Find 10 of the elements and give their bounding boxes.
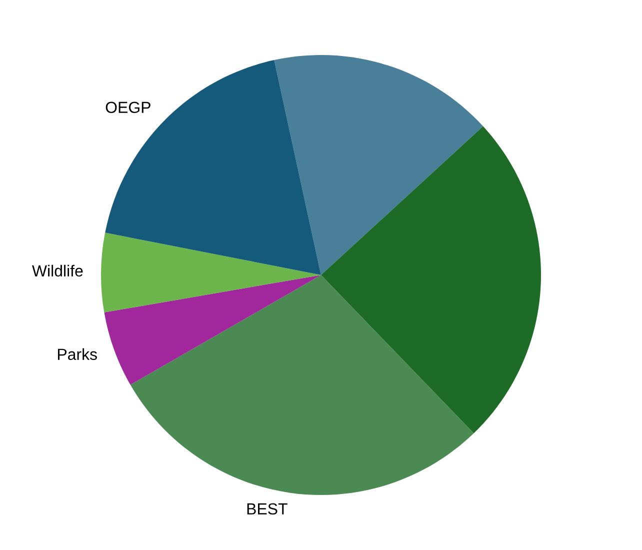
pie-slice [104, 275, 321, 385]
pie-slice [274, 55, 484, 275]
pie-slice [321, 126, 541, 434]
pie-slice [101, 232, 321, 312]
pie-slice [130, 275, 474, 495]
slice-label: Wildlife [32, 264, 83, 277]
slice-label: Parks [58, 348, 97, 360]
pie-slice [105, 60, 321, 275]
slice-label: BEST [247, 503, 288, 515]
slice-label: OEGP [106, 102, 150, 114]
